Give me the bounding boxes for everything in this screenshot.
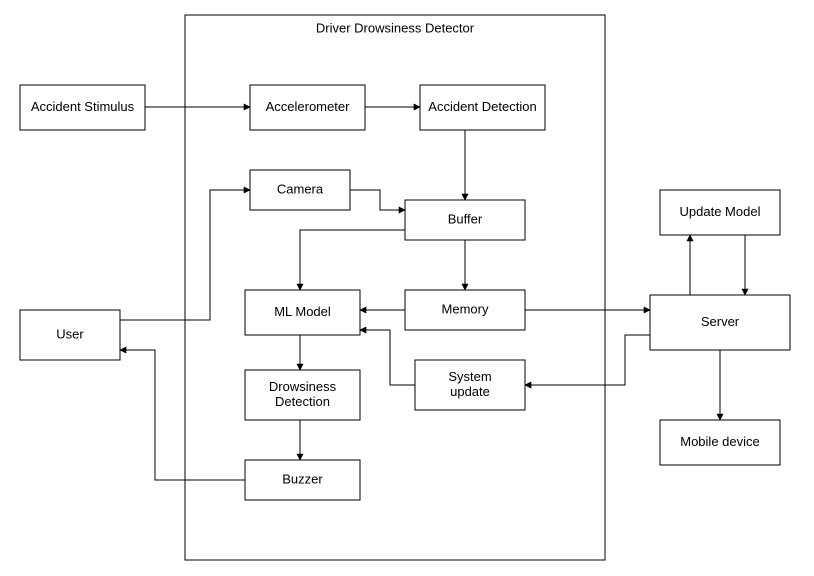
node-sysupd: Systemupdate <box>415 360 525 410</box>
node-label-drowsy-0: Drowsiness <box>269 379 337 394</box>
node-label-updmodel: Update Model <box>680 204 761 219</box>
edge-buffer-mlmodel <box>300 230 405 290</box>
node-label-buzzer: Buzzer <box>282 471 323 486</box>
node-label-server: Server <box>701 314 740 329</box>
node-updmodel: Update Model <box>660 190 780 235</box>
node-label-sysupd-1: update <box>450 384 490 399</box>
node-drowsy: DrowsinessDetection <box>245 370 360 420</box>
node-label-stimulus: Accident Stimulus <box>31 99 135 114</box>
node-mobile: Mobile device <box>660 420 780 465</box>
node-memory: Memory <box>405 290 525 330</box>
node-label-mlmodel: ML Model <box>274 304 331 319</box>
node-label-mobile: Mobile device <box>680 434 760 449</box>
node-label-camera: Camera <box>277 181 324 196</box>
node-label-user: User <box>56 326 84 341</box>
node-mlmodel: ML Model <box>245 290 360 335</box>
edge-buzzer-user <box>120 350 245 480</box>
diagram-canvas: Driver Drowsiness Detector Accident Stimu… <box>0 0 814 576</box>
node-label-buffer: Buffer <box>448 211 483 226</box>
node-label-accel: Accelerometer <box>266 99 350 114</box>
edge-server-sysupd <box>525 335 650 385</box>
node-user: User <box>20 310 120 360</box>
node-label-memory: Memory <box>442 301 489 316</box>
node-server: Server <box>650 295 790 350</box>
edge-camera-buffer <box>350 190 405 210</box>
container-label: Driver Drowsiness Detector <box>316 20 475 35</box>
node-buffer: Buffer <box>405 200 525 240</box>
node-label-sysupd-0: System <box>448 369 491 384</box>
node-stimulus: Accident Stimulus <box>20 85 145 130</box>
edge-sysupd-mlmodel-bottom <box>360 330 415 385</box>
node-label-accdet: Accident Detection <box>428 99 536 114</box>
node-label-drowsy-1: Detection <box>275 394 330 409</box>
node-buzzer: Buzzer <box>245 460 360 500</box>
node-camera: Camera <box>250 170 350 210</box>
node-accel: Accelerometer <box>250 85 365 130</box>
node-accdet: Accident Detection <box>420 85 545 130</box>
